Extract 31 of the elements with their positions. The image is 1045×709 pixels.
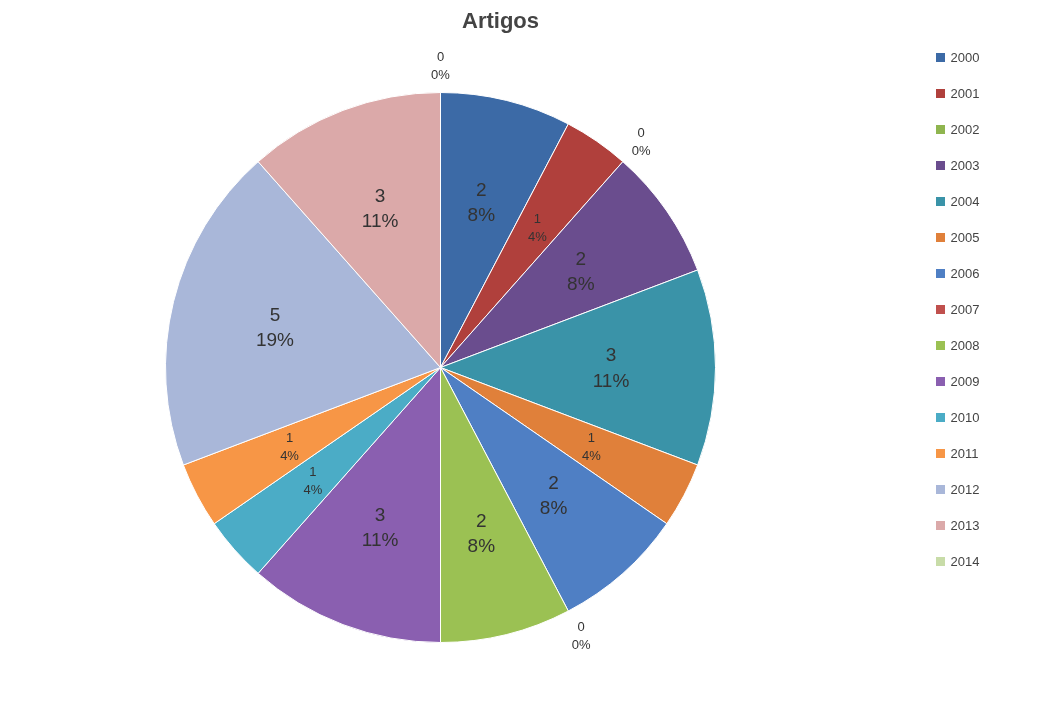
data-label: 2 8% (539, 472, 568, 519)
data-label: 1 4% (303, 464, 323, 498)
chart-title: Artigos (462, 7, 539, 33)
legend-label: 2004 (950, 194, 980, 209)
legend-label: 2005 (950, 230, 980, 245)
legend-label: 2012 (950, 482, 980, 497)
data-label: 1 4% (582, 430, 602, 464)
data-label: 3 11% (361, 184, 399, 232)
legend-label: 2000 (950, 50, 980, 65)
text: 0 0% (431, 48, 450, 82)
legend-label: 2010 (950, 410, 980, 425)
legend-label: 2006 (950, 266, 980, 281)
data-label: 3 11% (592, 344, 630, 391)
legend-label: 2009 (950, 374, 980, 389)
legend-label: 2002 (950, 122, 980, 137)
text: 0 0% (571, 618, 591, 652)
data-label: 1 4% (527, 210, 548, 244)
legend-label: 2014 (950, 554, 980, 569)
data-label: 2 8% (467, 509, 496, 557)
data-label: 2 8% (467, 178, 496, 226)
legend-label: 2001 (950, 86, 980, 101)
legend-label: 2008 (950, 338, 980, 353)
legend-label: 2011 (950, 446, 979, 461)
data-label: 5 19% (255, 303, 295, 350)
legend-label: 2007 (950, 302, 980, 317)
data-label: 1 4% (280, 430, 300, 464)
data-label: 2 8% (567, 247, 595, 294)
text: 0 0% (631, 124, 651, 158)
legend-label: 2013 (950, 518, 980, 533)
data-label: 3 11% (361, 503, 399, 551)
legend-label: 2003 (950, 158, 980, 173)
